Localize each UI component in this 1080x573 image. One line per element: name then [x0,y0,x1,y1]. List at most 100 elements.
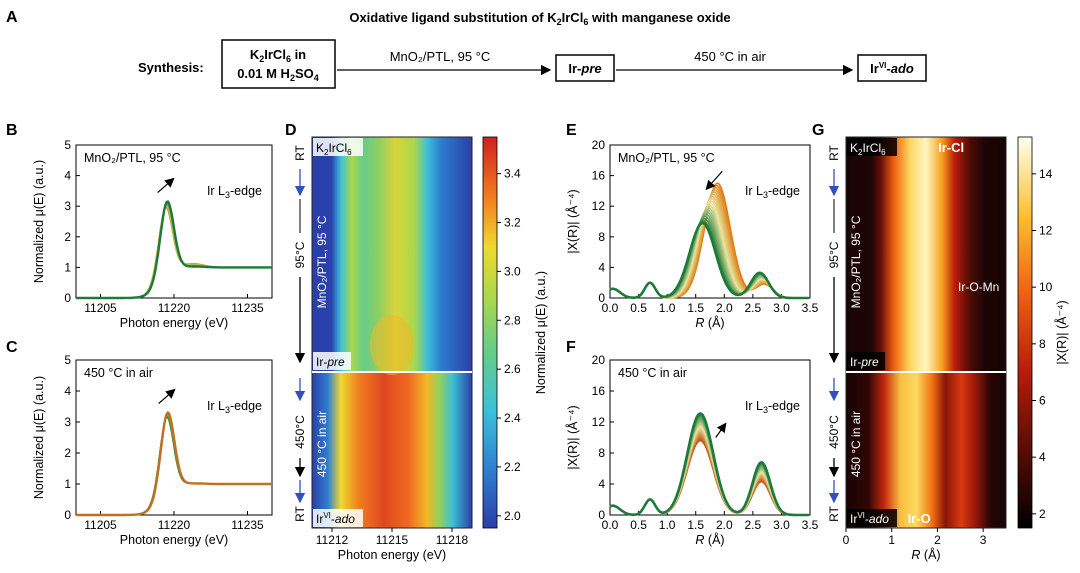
colorbar-label: |X(R)| (Å⁻⁴) [1054,300,1069,364]
spectrum-line [76,201,272,299]
condition-annotation: MnO₂/PTL, 95 °C [618,151,715,165]
x-tick-label: 11205 [84,518,117,532]
spectrum-line [76,205,272,299]
series-group [609,182,809,300]
spectrum-line [76,204,272,299]
colorbar-tick-label: 2.2 [504,460,521,474]
y-tick-label: 0 [598,291,605,305]
panel-letter-e: E [566,122,577,139]
trend-arrow [705,170,723,191]
y-axis-label: Normalized μ(E) (a.u.) [32,376,46,499]
start-material-line2: 0.01 M H2SO4 [237,66,319,83]
colorbar [1017,136,1033,529]
colorbar-tick-label: 14 [1039,167,1053,181]
y-tick-label: 2 [64,230,71,244]
x-tick-label: 11215 [376,533,409,547]
x-tick-label: 2.5 [745,301,762,315]
spectrum-line [76,204,272,299]
y-tick-label: 0 [64,508,71,522]
product2-box [857,54,927,82]
heatmap-g-upper [846,137,1006,371]
x-tick-label: 3 [980,533,987,547]
panel-letter-c: C [6,339,18,356]
y-tick-label: 1 [64,477,71,491]
colorbar [482,136,498,529]
product1-label: Ir-pre [568,61,601,76]
start-material-box [221,39,336,89]
top-sample-label: K2IrCl6 [316,141,352,157]
bottom-sample-label: IrVI-ado [850,511,889,526]
start-material-line1: K2IrCl6 in [250,47,306,64]
x-axis-label: Photon energy (eV) [120,316,228,330]
series-group [76,200,272,300]
y-tick-label: 5 [64,138,71,152]
x-tick-label: 2 [934,533,941,547]
x-axis-label: Photon energy (eV) [338,548,446,562]
x-tick-label: 0.5 [630,301,647,315]
trend-arrow [157,177,175,194]
x-tick-label: 0.5 [630,518,647,532]
edge-label: Ir L3-edge [745,399,800,415]
y-tick-label: 8 [598,230,605,244]
spectrum-line [76,411,272,516]
heatmap-g-lower [846,373,1006,528]
x-tick-label: 3.0 [773,518,790,532]
side-label-rt-top: RT [827,144,841,160]
plot-frame-E [609,144,811,299]
y-tick-label: 20 [592,353,606,367]
x-tick-label: 0 [843,533,850,547]
edge-label: Ir L3-edge [745,184,800,200]
y-tick-label: 4 [598,260,605,274]
x-tick-label: 11235 [231,518,264,532]
chart-C: 11205 11220 11235 0 1 2 3 4 5 Photon energy (eV) N… [32,353,273,547]
bond-label-ir-cl: Ir-Cl [938,140,964,155]
side-label-temp1: 95°C [827,241,841,268]
label-backdrop [847,138,897,156]
upper-condition-label: MnO₂/PTL, 95 °C [849,215,863,308]
x-tick-label: 1.0 [659,301,676,315]
condition-annotation: 450 °C in air [84,366,153,380]
y-tick-label: 5 [64,353,71,367]
y-axis-label: |X(R)| (Å⁻⁴) [565,405,580,469]
colorbar-tick-label: 2.0 [504,509,521,523]
side-label-rt-top: RT [293,144,307,160]
colorbar-tick-label: 3.0 [504,264,521,278]
x-tick-label: 0.0 [602,518,619,532]
y-tick-label: 16 [592,169,606,183]
edge-label: Ir L3-edge [207,184,262,200]
x-tick-label: 2.0 [716,518,733,532]
synthesis-label: Synthesis: [138,60,204,75]
y-axis-label: Normalized μ(E) (a.u.) [32,160,46,283]
x-tick-label: 1 [888,533,895,547]
x-tick-label: 11205 [84,301,117,315]
x-tick-label: 1.0 [659,518,676,532]
y-tick-label: 20 [592,138,606,152]
y-axis-label: |X(R)| (Å⁻⁴) [565,189,580,253]
side-label-temp2: 450°C [827,415,841,449]
spectrum-line [76,412,272,516]
side-label-rt-bottom: RT [293,505,307,521]
y-tick-label: 12 [592,415,606,429]
ft-line-final [609,221,809,300]
spectrum-line-final [76,200,272,300]
x-tick-label: 3.5 [802,518,819,532]
y-tick-label: 4 [64,169,71,183]
label-backdrop [847,352,885,370]
trend-arrow [715,422,727,438]
colorbar-tick-label: 6 [1039,394,1046,408]
y-tick-label: 2 [64,446,71,460]
x-tick-label: 11220 [158,301,191,315]
spectrum-line [76,412,272,516]
colorbar-tick-label: 2.8 [504,313,521,327]
scheme-step-2: 450 °C in air [694,49,766,64]
x-tick-label: 11235 [231,301,264,315]
trend-arrow [158,388,176,405]
spectrum-line [76,204,272,299]
x-axis-label: R (Å) [695,532,724,547]
product1-box [555,54,615,82]
heatmap-d [311,136,473,529]
spectrum-line [76,412,272,516]
